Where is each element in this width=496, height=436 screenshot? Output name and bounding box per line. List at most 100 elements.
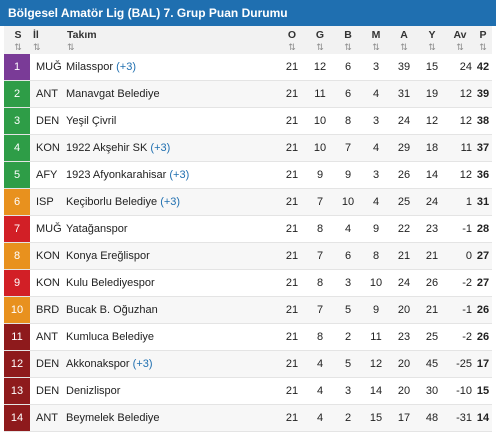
sort-icon[interactable]: ⇅ xyxy=(344,42,352,52)
lost-cell: 4 xyxy=(372,88,380,101)
sort-icon[interactable]: ⇅ xyxy=(372,42,380,52)
city-cell: DEN xyxy=(36,385,60,398)
team-cell: Yatağanspor xyxy=(66,216,278,243)
team-name[interactable]: Denizlispor xyxy=(66,385,121,398)
avg-cell: -31 xyxy=(456,412,472,425)
played-cell: 21 xyxy=(285,115,299,128)
won-cell: 8 xyxy=(316,331,324,344)
won-cell: 4 xyxy=(316,385,324,398)
won-cell: 8 xyxy=(316,277,324,290)
team-cell: Beymelek Belediye xyxy=(66,405,278,432)
col-lost-header[interactable]: M ⇅ xyxy=(362,26,390,54)
sort-icon[interactable]: ⇅ xyxy=(456,42,464,52)
city-cell: MUĞ xyxy=(36,223,62,236)
team-name[interactable]: 1923 Afyonkarahisar xyxy=(66,169,167,182)
city-cell: AFY xyxy=(36,169,58,182)
rank-badge: 11 xyxy=(4,324,30,351)
avg-cell: 12 xyxy=(459,169,472,182)
won-cell: 8 xyxy=(316,223,324,236)
rank-cell: 5 xyxy=(4,162,32,189)
won-cell: 4 xyxy=(316,358,324,371)
draw-cell: 6 xyxy=(344,88,352,101)
played-cell: 21 xyxy=(285,250,299,263)
team-cell: 1923 Afyonkarahisar (+3) xyxy=(66,162,278,189)
team-name[interactable]: Beymelek Belediye xyxy=(66,412,160,425)
points-cell: 36 xyxy=(476,169,490,182)
avg-cell: 12 xyxy=(459,88,472,101)
goals-for-cell: 20 xyxy=(397,385,411,398)
city-cell: MUĞ xyxy=(36,61,62,74)
rank-badge: 8 xyxy=(4,243,30,270)
sort-icon[interactable]: ⇅ xyxy=(67,42,75,52)
sort-icon[interactable]: ⇅ xyxy=(288,42,296,52)
points-cell: 37 xyxy=(476,142,490,155)
col-goals-for-header[interactable]: A ⇅ xyxy=(390,26,418,54)
points-cell: 27 xyxy=(476,250,490,263)
sort-icon[interactable]: ⇅ xyxy=(479,42,487,52)
team-cell: Kulu Belediyespor xyxy=(66,270,278,297)
points-bonus-note: (+3) xyxy=(169,169,190,182)
team-name[interactable]: Kulu Belediyespor xyxy=(66,277,155,290)
team-name[interactable]: Yeşil Çivril xyxy=(66,115,117,128)
goals-for-cell: 24 xyxy=(397,277,411,290)
lost-cell: 4 xyxy=(372,142,380,155)
avg-cell: -25 xyxy=(456,358,472,371)
goals-for-cell: 24 xyxy=(397,115,411,128)
table-row: 1 MUĞ Milasspor (+3) 21 12 6 3 39 15 24 42 xyxy=(4,54,492,81)
lost-cell: 3 xyxy=(372,115,380,128)
goals-against-cell: 15 xyxy=(425,61,439,74)
won-cell: 4 xyxy=(316,412,324,425)
points-cell: 15 xyxy=(476,385,490,398)
sort-icon[interactable]: ⇅ xyxy=(14,42,22,52)
goals-for-cell: 17 xyxy=(397,412,411,425)
rank-cell: 9 xyxy=(4,270,32,297)
sort-icon[interactable]: ⇅ xyxy=(428,42,436,52)
sort-icon[interactable]: ⇅ xyxy=(33,42,41,52)
rank-badge: 4 xyxy=(4,135,30,162)
goals-for-cell: 23 xyxy=(397,331,411,344)
team-name[interactable]: Milasspor xyxy=(66,61,114,74)
team-name[interactable]: Akkonakspor xyxy=(66,358,130,371)
draw-cell: 2 xyxy=(344,412,352,425)
col-city-header[interactable]: İl ⇅ xyxy=(32,26,66,54)
table-row: 9 KON Kulu Belediyespor 21 8 3 10 24 26 -2 27 xyxy=(4,270,492,297)
col-rank-header[interactable]: S ⇅ xyxy=(4,26,32,54)
lost-cell: 8 xyxy=(372,250,380,263)
team-name[interactable]: 1922 Akşehir SK xyxy=(66,142,148,155)
points-cell: 39 xyxy=(476,88,490,101)
draw-cell: 3 xyxy=(344,385,352,398)
points-cell: 17 xyxy=(476,358,490,371)
goals-against-cell: 30 xyxy=(425,385,439,398)
team-name[interactable]: Yatağanspor xyxy=(66,223,128,236)
team-name[interactable]: Konya Ereğlispor xyxy=(66,250,150,263)
played-cell: 21 xyxy=(285,88,299,101)
city-cell: ANT xyxy=(36,412,58,425)
team-name[interactable]: Bucak B. Oğuzhan xyxy=(66,304,158,317)
team-name[interactable]: Kumluca Belediye xyxy=(66,331,155,344)
rank-badge: 7 xyxy=(4,216,30,243)
team-name[interactable]: Manavgat Belediye xyxy=(66,88,160,101)
rank-cell: 12 xyxy=(4,351,32,378)
city-cell: ISP xyxy=(36,196,54,209)
sort-icon[interactable]: ⇅ xyxy=(316,42,324,52)
rank-cell: 7 xyxy=(4,216,32,243)
col-draw-header[interactable]: B ⇅ xyxy=(334,26,362,54)
col-goals-against-header[interactable]: Y ⇅ xyxy=(418,26,446,54)
col-won-header[interactable]: G ⇅ xyxy=(306,26,334,54)
col-points-header[interactable]: P ⇅ xyxy=(474,26,492,54)
team-name[interactable]: Keçiborlu Belediye xyxy=(66,196,158,209)
points-cell: 26 xyxy=(476,304,490,317)
sort-icon[interactable]: ⇅ xyxy=(400,42,408,52)
won-cell: 7 xyxy=(316,196,324,209)
goals-against-cell: 24 xyxy=(425,196,439,209)
col-avg-header[interactable]: Av ⇅ xyxy=(446,26,474,54)
played-cell: 21 xyxy=(285,304,299,317)
points-bonus-note: (+3) xyxy=(132,358,153,371)
draw-cell: 7 xyxy=(344,142,352,155)
played-cell: 21 xyxy=(285,61,299,74)
lost-cell: 10 xyxy=(369,277,383,290)
col-team-header[interactable]: Takım ⇅ xyxy=(66,26,278,54)
goals-against-cell: 18 xyxy=(425,142,439,155)
team-cell: Denizlispor xyxy=(66,378,278,405)
col-played-header[interactable]: O ⇅ xyxy=(278,26,306,54)
